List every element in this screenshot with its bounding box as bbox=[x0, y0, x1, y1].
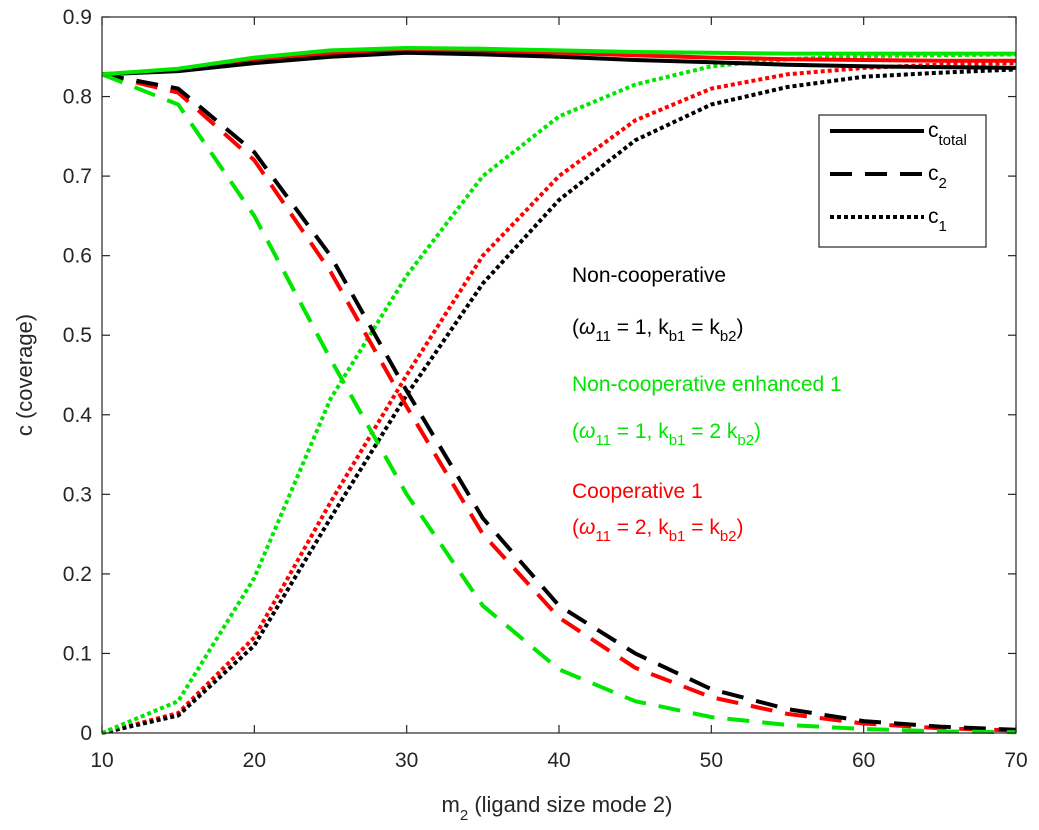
case-title: Non-cooperative bbox=[572, 264, 726, 287]
x-tick-label: 50 bbox=[700, 749, 723, 772]
x-axis-title-rest: (ligand size mode 2) bbox=[468, 792, 672, 817]
case-annotations: Non-cooperative(ω11 = 1, kb1 = kb2)Non-c… bbox=[572, 264, 842, 545]
x-tick-label: 30 bbox=[395, 749, 418, 772]
params-subscript: b1 bbox=[669, 528, 686, 545]
legend-label: c1 bbox=[928, 205, 947, 235]
params-subscript: b2 bbox=[720, 528, 737, 545]
params-subscript: b2 bbox=[720, 328, 737, 345]
y-tick-label: 0.5 bbox=[63, 324, 92, 347]
y-tick-label: 0.1 bbox=[63, 642, 92, 665]
y-tick-label: 0.8 bbox=[63, 86, 92, 109]
params-close: ) bbox=[737, 516, 744, 539]
case-params: (ω11 = 1, kb1 = 2 kb2) bbox=[572, 420, 761, 449]
y-tick-label: 0.3 bbox=[63, 483, 92, 506]
x-tick-label: 20 bbox=[243, 749, 266, 772]
x-tick-label: 10 bbox=[90, 749, 113, 772]
y-tick-label: 0.6 bbox=[63, 245, 92, 268]
series-line-c1 bbox=[101, 67, 1017, 735]
y-axis-title: c (coverage) bbox=[12, 314, 37, 436]
params-subscript: 11 bbox=[595, 328, 611, 345]
series-line-c2 bbox=[101, 72, 1017, 732]
params-text: = k bbox=[685, 516, 720, 539]
params-open: ( bbox=[572, 316, 579, 339]
series-line-c2 bbox=[101, 72, 1017, 733]
legend-label-main: c bbox=[928, 205, 939, 228]
params-subscript: 11 bbox=[595, 432, 611, 449]
legend-label: c2 bbox=[928, 162, 947, 192]
x-tick-label: 40 bbox=[547, 749, 570, 772]
params-text: = k bbox=[685, 316, 720, 339]
legend-label: ctotal bbox=[928, 119, 967, 149]
y-tick-label: 0.9 bbox=[63, 6, 92, 29]
series-line-c-total bbox=[101, 46, 1016, 77]
x-axis-title-main: m bbox=[442, 792, 460, 817]
series-line-c1 bbox=[101, 52, 1017, 735]
x-axis-title-subscript: 2 bbox=[460, 807, 468, 824]
axis-ticks bbox=[101, 16, 1017, 734]
params-omega: ω bbox=[579, 420, 595, 443]
params-omega: ω bbox=[579, 516, 595, 539]
series-line-c2 bbox=[101, 72, 1017, 735]
params-open: ( bbox=[572, 516, 579, 539]
params-text: = 1, k bbox=[611, 420, 669, 443]
params-subscript: b1 bbox=[669, 328, 686, 345]
legend-label-subscript: 1 bbox=[939, 218, 947, 235]
params-text: = 1, k bbox=[611, 316, 669, 339]
plot-lines bbox=[101, 46, 1017, 735]
case-annotation: Cooperative 1 (ω11 = 2, kb1 = kb2) bbox=[572, 480, 744, 545]
params-subscript: 11 bbox=[595, 528, 611, 545]
params-close: ) bbox=[737, 316, 744, 339]
y-tick-label: 0.7 bbox=[63, 165, 92, 188]
legend-box bbox=[818, 114, 987, 248]
case-annotation: Non-cooperative (ω11 = 1, kb1 = kb2) bbox=[572, 264, 744, 345]
params-subscript: b2 bbox=[737, 432, 754, 449]
legend-label-subscript: total bbox=[939, 132, 967, 149]
series-line-c-total bbox=[101, 48, 1016, 77]
case-annotation: Non-cooperative enhanced 1 (ω11 = 1, kb1 … bbox=[572, 373, 842, 449]
series-line-c-total bbox=[101, 50, 1017, 77]
y-tick-label: 0.4 bbox=[63, 404, 93, 427]
case-title: Non-cooperative enhanced 1 bbox=[572, 373, 842, 396]
params-close: ) bbox=[754, 420, 761, 443]
case-params: (ω11 = 1, kb1 = kb2) bbox=[572, 316, 744, 345]
y-tick-label: 0.2 bbox=[63, 563, 92, 586]
legend-label-subscript: 2 bbox=[939, 175, 947, 192]
x-tick-label: 60 bbox=[852, 749, 875, 772]
y-tick-label: 0 bbox=[80, 722, 92, 745]
axis-tick-labels: 10 20 30 40 50 60 70 0 0.1 0.2 0.3 0.4 0.5 0.6 0.7 0.8 0… bbox=[63, 6, 1028, 772]
legend-label-main: c bbox=[928, 119, 939, 142]
params-omega: ω bbox=[579, 316, 595, 339]
params-open: ( bbox=[572, 420, 579, 443]
params-text: = 2, k bbox=[611, 516, 669, 539]
case-params: (ω11 = 2, kb1 = kb2) bbox=[572, 516, 744, 545]
params-subscript: b1 bbox=[669, 432, 686, 449]
legend-label-main: c bbox=[928, 162, 939, 185]
case-title: Cooperative 1 bbox=[572, 480, 703, 503]
params-text: = 2 k bbox=[685, 420, 737, 443]
x-axis-title: m2 (ligand size mode 2) bbox=[442, 792, 673, 824]
x-tick-label: 70 bbox=[1004, 749, 1027, 772]
